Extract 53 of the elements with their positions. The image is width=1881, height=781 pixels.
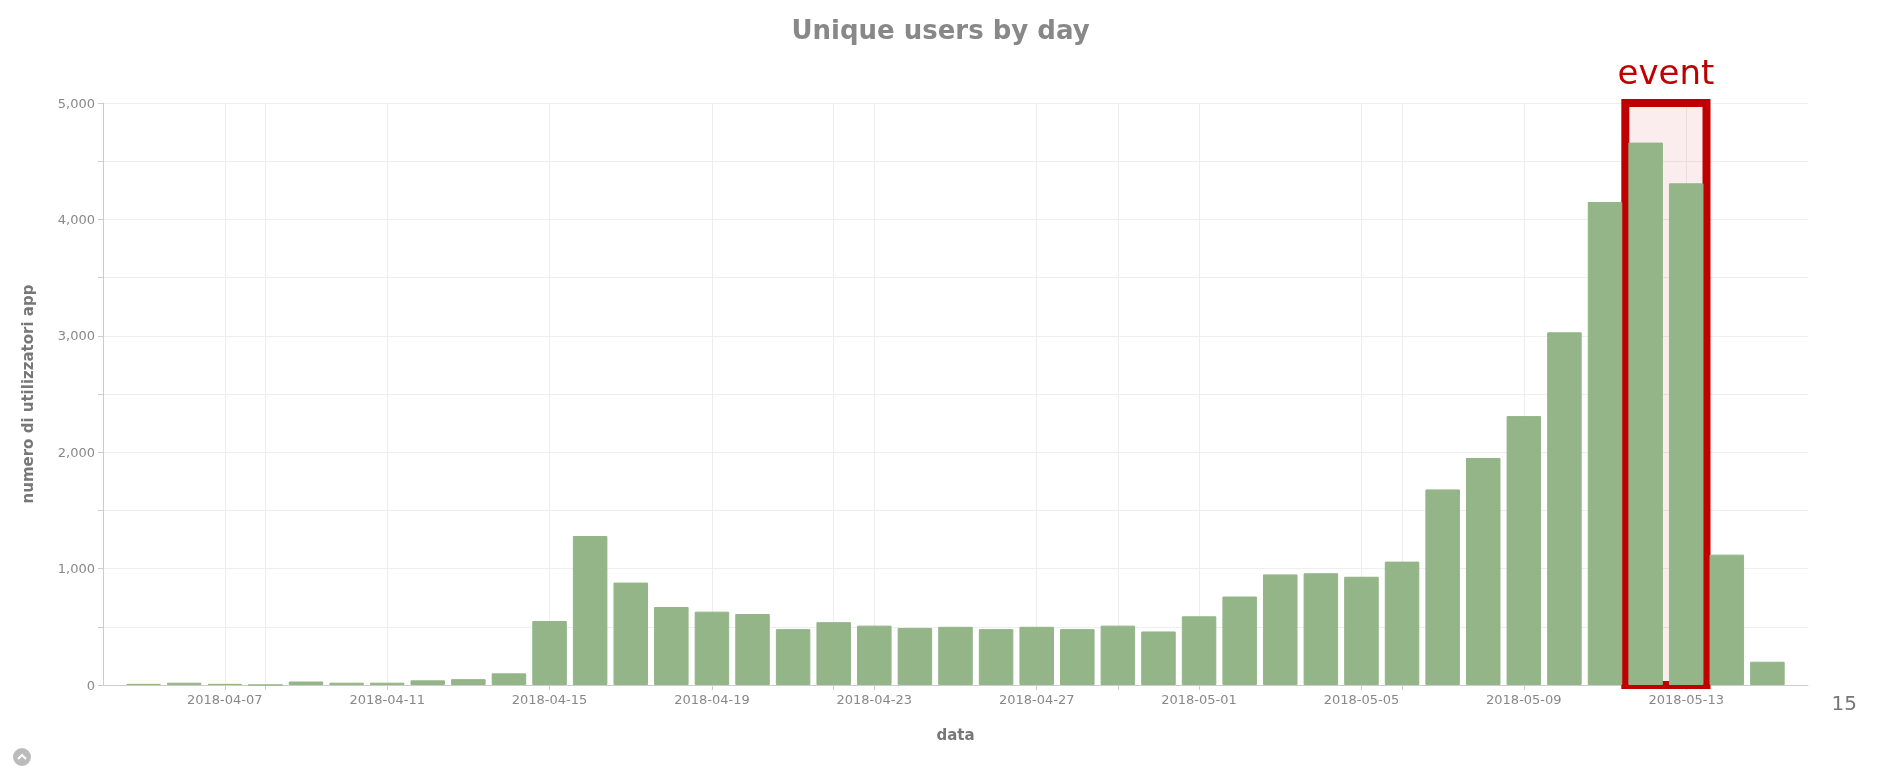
- x-tick-label: 2018-04-23: [836, 692, 913, 707]
- bar: [1141, 631, 1176, 685]
- bar: [1384, 561, 1420, 685]
- bar: [1506, 416, 1542, 685]
- bar: [572, 536, 608, 685]
- bar: [1222, 596, 1257, 685]
- bar: [857, 625, 892, 685]
- bar: [735, 614, 770, 685]
- x-axis-title: data: [936, 725, 975, 744]
- x-tick-label: 2018-05-01: [1161, 692, 1237, 707]
- x-tick-label: 2018-04-27: [998, 692, 1075, 707]
- bar: [1425, 489, 1460, 685]
- bar: [1060, 629, 1095, 685]
- y-tick-label: 5,000: [57, 95, 95, 111]
- bar: [897, 627, 933, 685]
- bar: [491, 673, 527, 685]
- band-label: event: [1617, 52, 1715, 92]
- x-tick-label: 2018-04-07: [187, 692, 263, 707]
- y-tick-label: 2,000: [57, 444, 95, 460]
- bar: [978, 629, 1014, 685]
- bar: [1263, 574, 1298, 685]
- bar: [1344, 576, 1379, 685]
- bar: [1709, 554, 1745, 685]
- x-tick-label: 2018-05-13: [1648, 692, 1724, 707]
- bar: [288, 681, 324, 685]
- bar: [532, 620, 567, 685]
- bar: [1181, 616, 1217, 685]
- x-tick-label: 2018-04-19: [674, 692, 750, 707]
- bar: [613, 582, 648, 685]
- bar: [775, 629, 811, 685]
- y-tick-label: 3,000: [57, 328, 95, 344]
- chart-title: Unique users by day: [791, 15, 1090, 45]
- bar: [694, 611, 730, 685]
- text: 15: [1831, 691, 1857, 715]
- bar: [1100, 625, 1136, 685]
- bar: [1465, 458, 1501, 685]
- bar: [451, 679, 486, 685]
- x-tick-label: 2018-05-09: [1486, 692, 1562, 707]
- bar: [654, 607, 689, 685]
- x-tick-label: 2018-05-05: [1323, 692, 1400, 707]
- x-tick-label: 2018-04-15: [511, 692, 588, 707]
- bar: [410, 680, 446, 685]
- bar: [816, 622, 851, 685]
- bar: [938, 626, 973, 685]
- y-axis-title: numero di utilizzatori app: [18, 284, 37, 504]
- bar: [1750, 661, 1785, 685]
- bar: [1303, 573, 1339, 685]
- y-tick-label: 4,000: [57, 211, 95, 227]
- x-tick-label: 2018-04-11: [349, 692, 425, 707]
- bar: [1547, 332, 1582, 685]
- y-tick-label: 1,000: [57, 561, 95, 577]
- y-tick-label: 0: [86, 677, 95, 693]
- bar: [1019, 626, 1054, 685]
